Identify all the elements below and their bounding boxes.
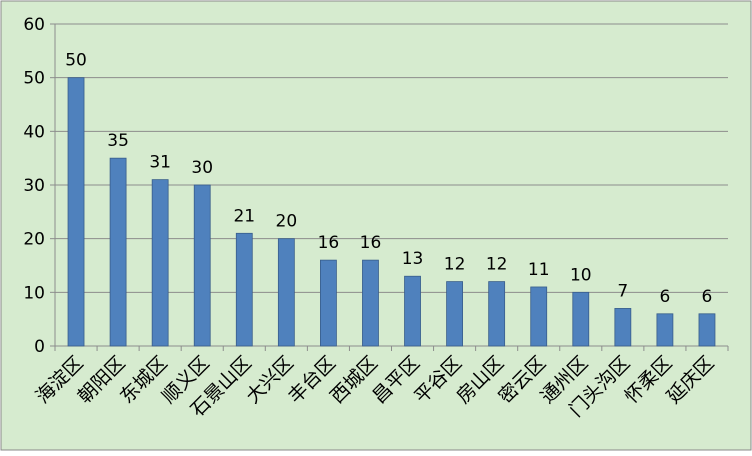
- bar: [320, 259, 337, 347]
- bar: [572, 291, 590, 347]
- bar: [193, 184, 211, 347]
- data-label: 16: [360, 233, 382, 253]
- bar: [698, 313, 716, 347]
- y-tick-label: 50: [23, 69, 45, 89]
- bar: [404, 275, 421, 347]
- data-label: 20: [276, 212, 298, 232]
- data-label: 31: [149, 153, 171, 173]
- data-label: 6: [702, 287, 713, 307]
- bar: [488, 281, 506, 347]
- y-tick-label: 40: [23, 122, 45, 142]
- bar: [656, 313, 674, 347]
- bar: [277, 238, 295, 347]
- data-label: 11: [528, 260, 550, 280]
- data-label: 12: [444, 255, 466, 275]
- bar: [530, 286, 548, 347]
- data-label: 50: [65, 51, 87, 71]
- data-label: 6: [659, 287, 670, 307]
- y-tick-label: 10: [23, 283, 45, 303]
- data-label: 30: [191, 158, 213, 178]
- y-tick-label: 20: [23, 230, 45, 250]
- bar: [235, 232, 253, 347]
- bar: [109, 157, 127, 347]
- bars: [67, 77, 716, 347]
- data-label: 21: [233, 206, 255, 226]
- bar: [151, 179, 169, 347]
- data-label: 7: [617, 281, 628, 301]
- data-label: 35: [107, 131, 129, 151]
- bar: [614, 308, 632, 347]
- data-label: 13: [402, 249, 424, 269]
- data-label: 10: [570, 265, 592, 285]
- y-tick-label: 0: [34, 337, 45, 357]
- bar: [362, 259, 379, 347]
- y-tick-label: 30: [23, 176, 45, 196]
- data-label: 12: [486, 255, 508, 275]
- data-label: 16: [318, 233, 340, 253]
- y-tick-label: 60: [23, 15, 45, 35]
- bar: [446, 281, 463, 347]
- bar: [67, 77, 85, 347]
